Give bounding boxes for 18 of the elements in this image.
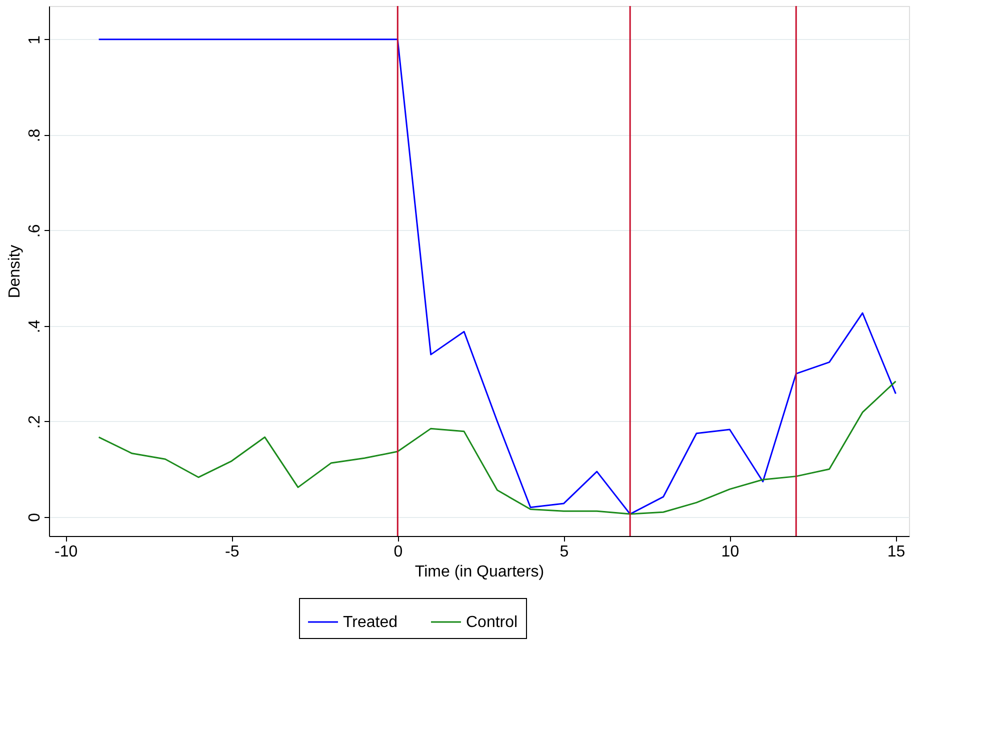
y-tick-label: .8 [26,128,44,142]
x-tick-label: -5 [225,544,240,560]
x-tick-label: 15 [887,544,906,560]
x-tick-label: 10 [721,544,740,560]
line-series [98,38,896,515]
y-tick-label: 0 [26,512,44,522]
x-axis-title: Time (in Quarters) [414,564,544,580]
legend-label: Control [466,614,518,631]
x-tick-label: 0 [394,544,403,560]
y-tick-label: .2 [26,415,44,429]
line-series [98,380,896,515]
x-tick-label: 5 [560,544,569,560]
x-tick-label: -10 [54,544,78,560]
legend-label: Treated [343,614,398,631]
y-tick-label: .4 [26,320,44,334]
y-axis-title: Density [6,244,24,298]
y-tick-label: 1 [26,35,44,44]
y-tick-label: .6 [26,224,44,238]
